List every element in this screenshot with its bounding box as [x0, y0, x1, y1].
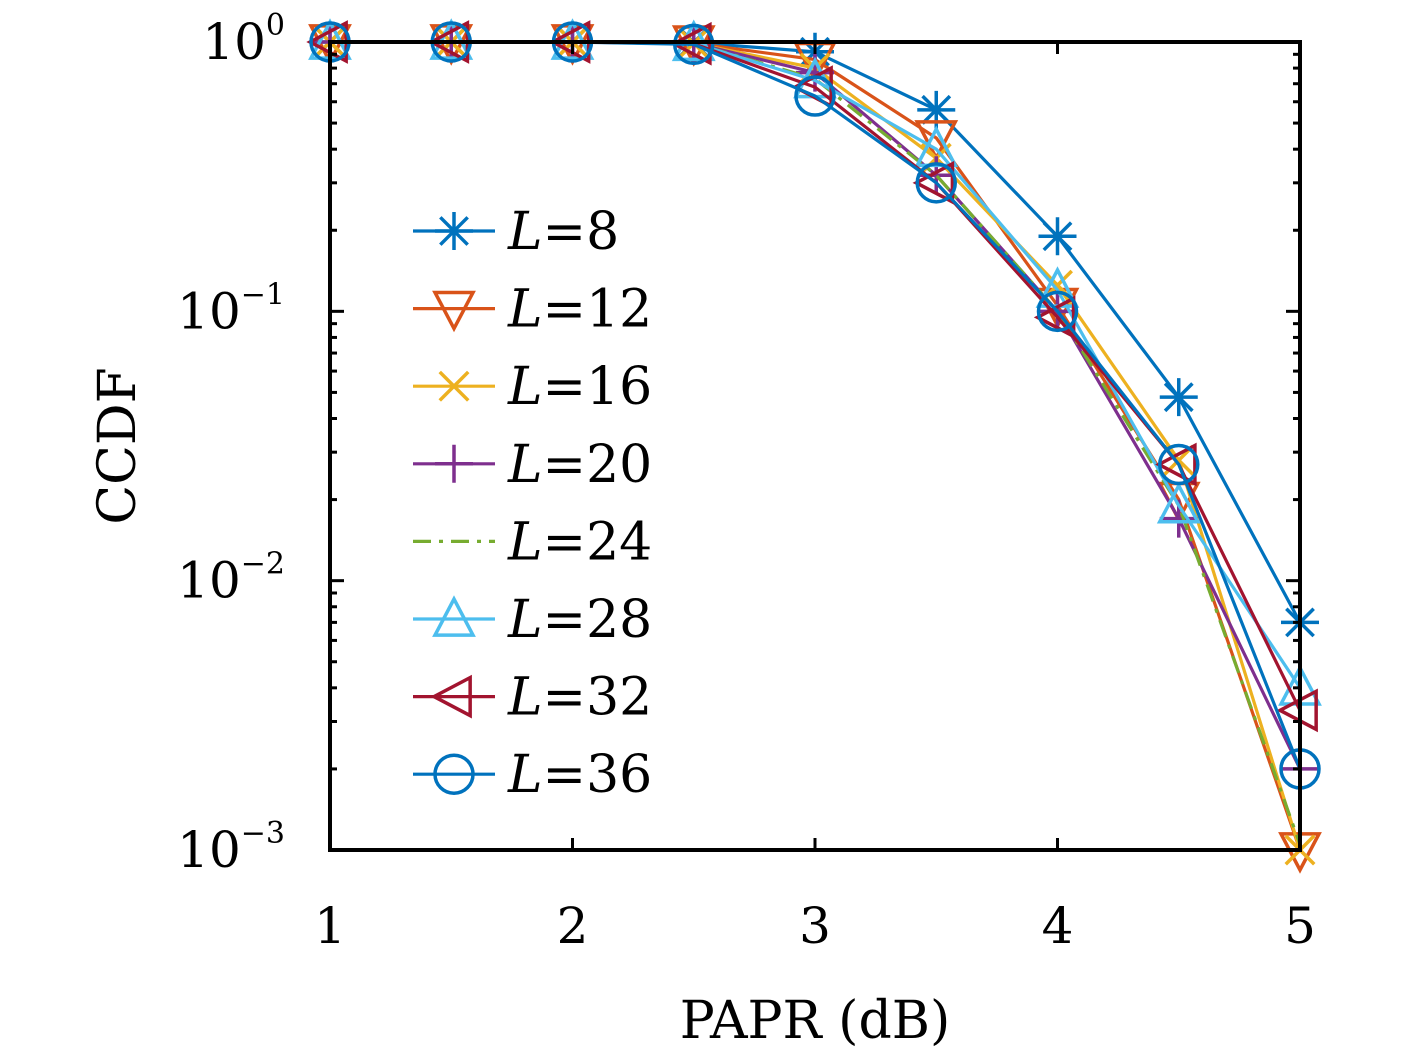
- legend-label: L=8: [507, 202, 619, 262]
- data-point: [1155, 442, 1197, 487]
- legend-label: L=16: [507, 357, 652, 417]
- series-20: [311, 23, 1319, 788]
- series-line: [330, 40, 1302, 624]
- legend-item: L=12: [413, 280, 652, 340]
- data-point: [917, 90, 956, 129]
- data-point: [1038, 217, 1077, 256]
- legend-item: L=24: [413, 512, 652, 572]
- legend-item: L=32: [413, 668, 652, 728]
- legend-item: L=16: [413, 357, 652, 417]
- data-point: [914, 120, 959, 162]
- legend-label: L=24: [507, 512, 652, 572]
- series-24: [330, 40, 1302, 845]
- series-line: [330, 40, 1302, 712]
- plot-frame: [328, 40, 1302, 852]
- series-line: [330, 40, 1302, 851]
- data-point: [1158, 443, 1200, 486]
- legend-item: L=8: [413, 202, 619, 262]
- legend-marker: [435, 212, 473, 250]
- x-tick-label: 2: [557, 897, 589, 955]
- data-point: [1036, 290, 1079, 333]
- data-point: [912, 160, 955, 205]
- legend-marker: [435, 444, 473, 483]
- series-36: [309, 21, 1321, 790]
- y-tick-label: 10−1: [177, 277, 285, 340]
- legend: L=8 L=12 L=16 L=20 L=24 L=28 L=32 L=36: [413, 202, 652, 805]
- data-point: [915, 162, 957, 204]
- x-tick-label: 4: [1042, 897, 1074, 955]
- legend-label: L=28: [507, 590, 652, 650]
- data-point: [1159, 378, 1198, 417]
- ticks-layer: 1 2 3 4 5 100 10−1 10−2 10−3: [177, 8, 1316, 955]
- series-line: [330, 40, 1302, 770]
- legend-label: L=36: [507, 745, 652, 805]
- series-line: [330, 40, 1302, 770]
- x-tick-label: 1: [314, 897, 346, 955]
- legend-marker: [432, 595, 476, 637]
- legend-label: L=32: [507, 668, 652, 728]
- legend-item: L=36: [413, 745, 652, 805]
- series-layer: [306, 18, 1322, 874]
- legend-marker: [438, 370, 470, 402]
- legend-item: L=28: [413, 590, 652, 650]
- legend-label: L=12: [507, 280, 652, 340]
- data-point: [673, 23, 715, 66]
- series-28: [308, 18, 1322, 706]
- y-tick-label: 100: [202, 8, 285, 71]
- series-line: [330, 40, 1302, 845]
- x-axis-label: PAPR (dB): [680, 991, 951, 1051]
- legend-marker: [430, 674, 472, 719]
- data-point: [1156, 481, 1201, 524]
- legend-marker: [433, 753, 475, 795]
- x-tick-label: 5: [1284, 897, 1316, 955]
- legend-marker: [432, 290, 476, 333]
- x-tick-label: 3: [799, 897, 831, 955]
- y-tick-label: 10−3: [177, 816, 285, 879]
- series-line: [330, 40, 1302, 851]
- legend-item: L=20: [413, 435, 652, 495]
- legend-label: L=20: [507, 435, 652, 495]
- series-32: [306, 20, 1318, 733]
- y-axis-label: CCDF: [88, 367, 148, 524]
- y-tick-label: 10−2: [177, 547, 285, 610]
- data-point: [794, 75, 836, 117]
